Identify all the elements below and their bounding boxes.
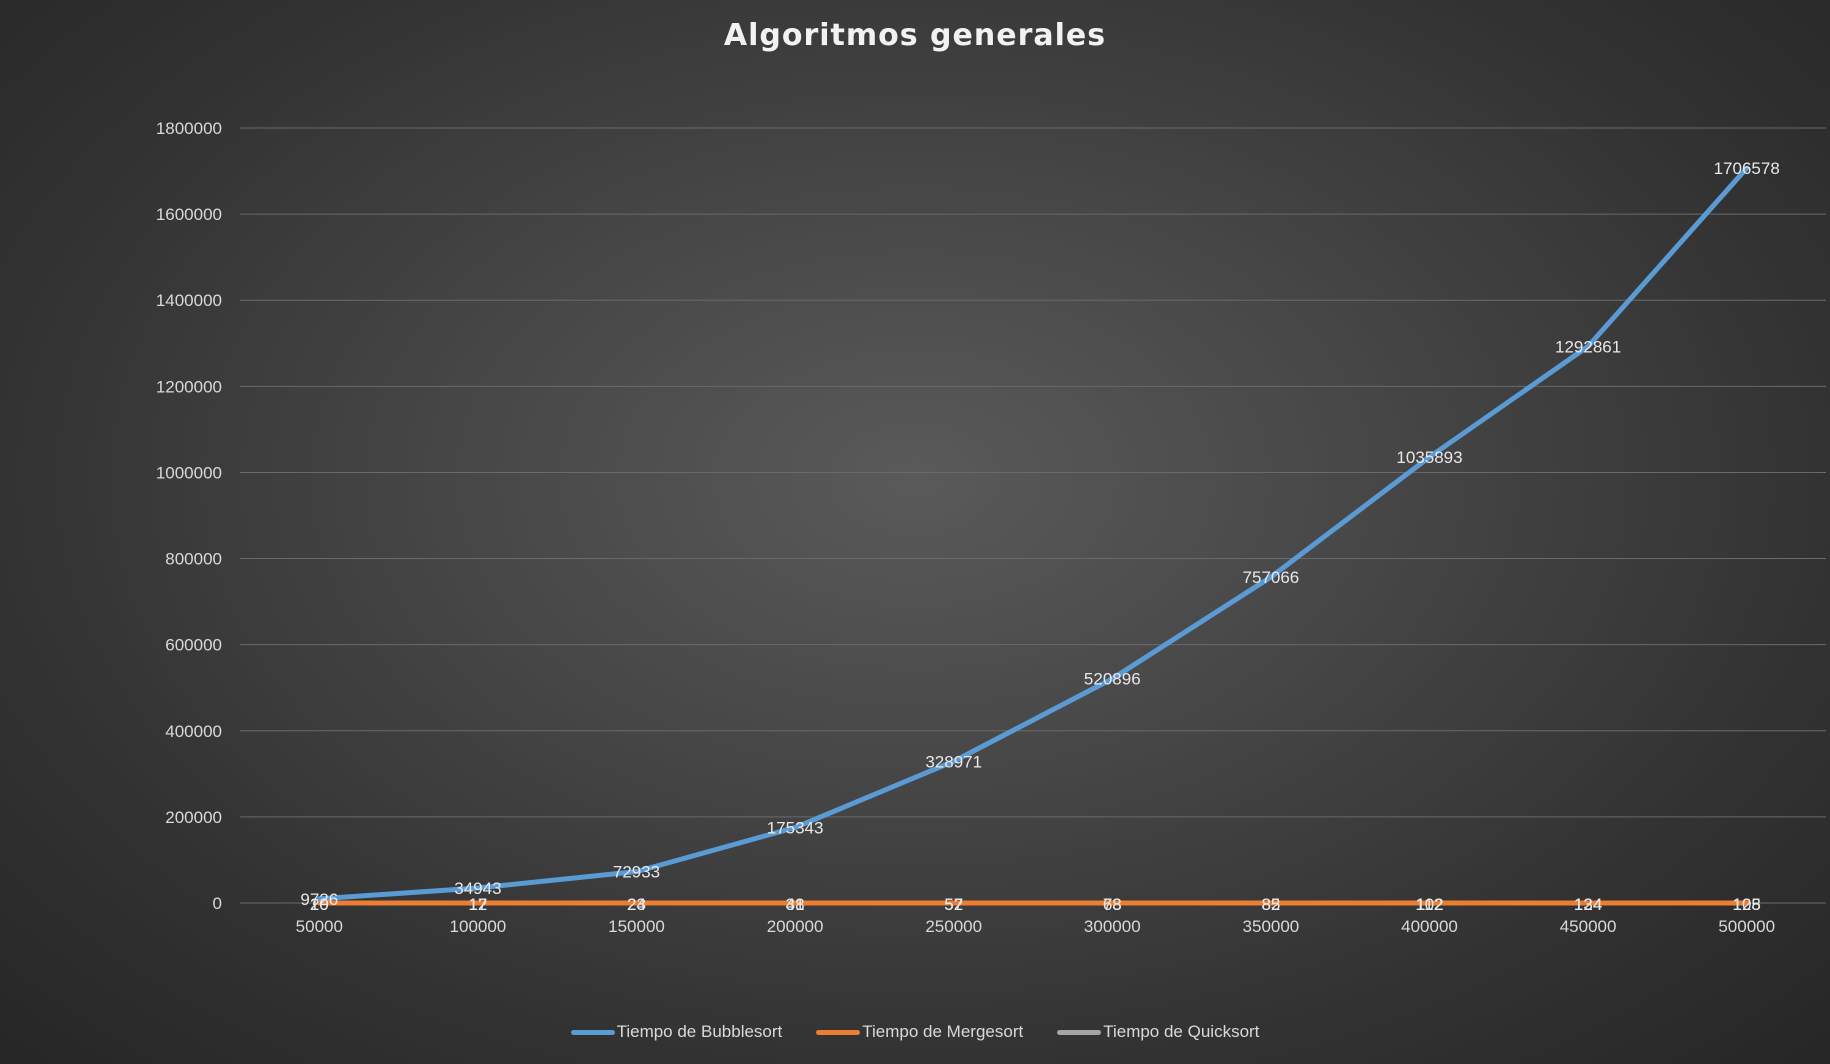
data-label: 102 xyxy=(1415,895,1443,914)
data-label: 82 xyxy=(1261,895,1280,914)
data-point xyxy=(1427,900,1432,906)
data-label: 328971 xyxy=(925,752,982,771)
data-label: 520896 xyxy=(1084,670,1141,689)
legend-label: Tiempo de Bubblesort xyxy=(616,1022,783,1041)
data-label: 10 xyxy=(310,895,329,914)
x-tick-label: 350000 xyxy=(1243,917,1300,936)
data-label: 9726 xyxy=(300,890,338,909)
data-point xyxy=(951,900,957,906)
data-point xyxy=(1744,165,1750,171)
data-point xyxy=(1744,900,1750,906)
data-point xyxy=(475,885,481,891)
data-label: 1706578 xyxy=(1714,159,1780,178)
data-point xyxy=(951,758,957,764)
legend-item: Tiempo de Quicksort xyxy=(1057,1022,1259,1042)
data-label: 1035893 xyxy=(1396,448,1462,467)
data-label: 17 xyxy=(468,895,487,914)
data-point xyxy=(792,900,798,906)
y-tick-label: 800000 xyxy=(165,550,222,569)
legend-item: Tiempo de Bubblesort xyxy=(570,1022,783,1042)
data-point xyxy=(1268,574,1274,580)
data-point xyxy=(1427,454,1432,460)
legend-label: Tiempo de Mergesort xyxy=(862,1022,1024,1041)
data-point xyxy=(316,900,322,906)
x-tick-label: 200000 xyxy=(767,917,824,936)
y-tick-label: 400000 xyxy=(165,722,222,741)
data-label: 128 xyxy=(1733,895,1761,914)
legend-swatch xyxy=(570,1029,615,1035)
legend-label: Tiempo de Quicksort xyxy=(1103,1022,1260,1041)
legend-swatch xyxy=(1057,1029,1102,1035)
data-point xyxy=(634,900,639,906)
y-tick-label: 600000 xyxy=(165,636,222,655)
chart-title: Algoritmos generales xyxy=(723,18,1107,53)
data-label: 73 xyxy=(1103,895,1122,914)
legend-swatch xyxy=(816,1029,861,1035)
data-point xyxy=(792,825,798,831)
data-label: 124 xyxy=(1574,895,1602,914)
data-point xyxy=(1268,900,1274,906)
x-tick-label: 50000 xyxy=(296,917,343,936)
data-label: 34943 xyxy=(454,879,501,898)
data-label: 57 xyxy=(944,895,963,914)
data-label: 105 xyxy=(1733,895,1761,914)
series-line-1 xyxy=(316,165,1750,902)
legend-item: Tiempo de Mergesort xyxy=(816,1022,1023,1042)
data-label: 134 xyxy=(1574,895,1602,914)
y-tick-label: 1400000 xyxy=(156,291,222,310)
data-label: 112 xyxy=(1416,895,1443,914)
x-tick-label: 300000 xyxy=(1084,917,1141,936)
y-tick-label: 0 xyxy=(213,894,222,913)
y-tick-label: 200000 xyxy=(165,808,222,827)
y-tick-label: 1600000 xyxy=(156,205,222,224)
data-label: 1292861 xyxy=(1555,337,1621,356)
data-point xyxy=(1109,676,1115,682)
data-label: 52 xyxy=(944,895,963,914)
y-tick-label: 1200000 xyxy=(156,377,222,396)
data-point xyxy=(1109,900,1115,906)
x-tick-label: 250000 xyxy=(925,917,982,936)
data-label: 68 xyxy=(1103,895,1122,914)
data-label: 175343 xyxy=(767,819,824,838)
data-label: 20 xyxy=(310,895,329,914)
x-tick-label: 450000 xyxy=(1560,917,1617,936)
data-label: 38 xyxy=(786,895,805,914)
data-label: 24 xyxy=(627,895,646,914)
data-label: 41 xyxy=(786,895,805,914)
data-point xyxy=(475,900,481,906)
y-tick-label: 1000000 xyxy=(156,463,222,482)
legend: Tiempo de Bubblesort Tiempo de Mergesort T… xyxy=(0,1022,1830,1042)
data-point xyxy=(634,869,639,875)
data-point xyxy=(1585,343,1591,349)
data-point xyxy=(1585,900,1591,906)
x-tick-label: 100000 xyxy=(450,917,507,936)
x-tick-label: 150000 xyxy=(608,917,665,936)
data-label: 23 xyxy=(627,895,646,914)
data-point xyxy=(316,896,322,902)
x-tick-label: 400000 xyxy=(1401,917,1458,936)
data-label: 72933 xyxy=(613,863,660,882)
y-tick-label: 1800000 xyxy=(156,119,222,138)
x-tick-label: 500000 xyxy=(1718,917,1775,936)
data-label: 85 xyxy=(1261,895,1280,914)
data-label: 12 xyxy=(468,895,487,914)
data-label: 757066 xyxy=(1243,568,1300,587)
